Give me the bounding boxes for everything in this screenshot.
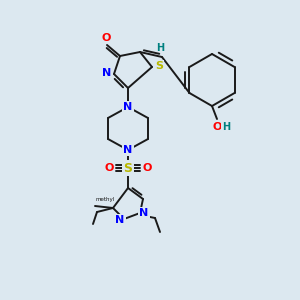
Text: O: O (101, 33, 111, 43)
Text: N: N (140, 208, 148, 218)
Text: O: O (142, 163, 152, 173)
Text: N: N (123, 102, 133, 112)
Text: N: N (116, 215, 124, 225)
Text: H: H (156, 43, 164, 53)
Text: O: O (104, 163, 114, 173)
Text: methyl: methyl (95, 197, 115, 202)
Text: N: N (102, 68, 112, 78)
Text: O: O (212, 122, 222, 132)
Text: S: S (155, 61, 163, 71)
Text: N: N (123, 145, 133, 155)
Text: H: H (222, 122, 230, 132)
Text: S: S (124, 161, 133, 175)
